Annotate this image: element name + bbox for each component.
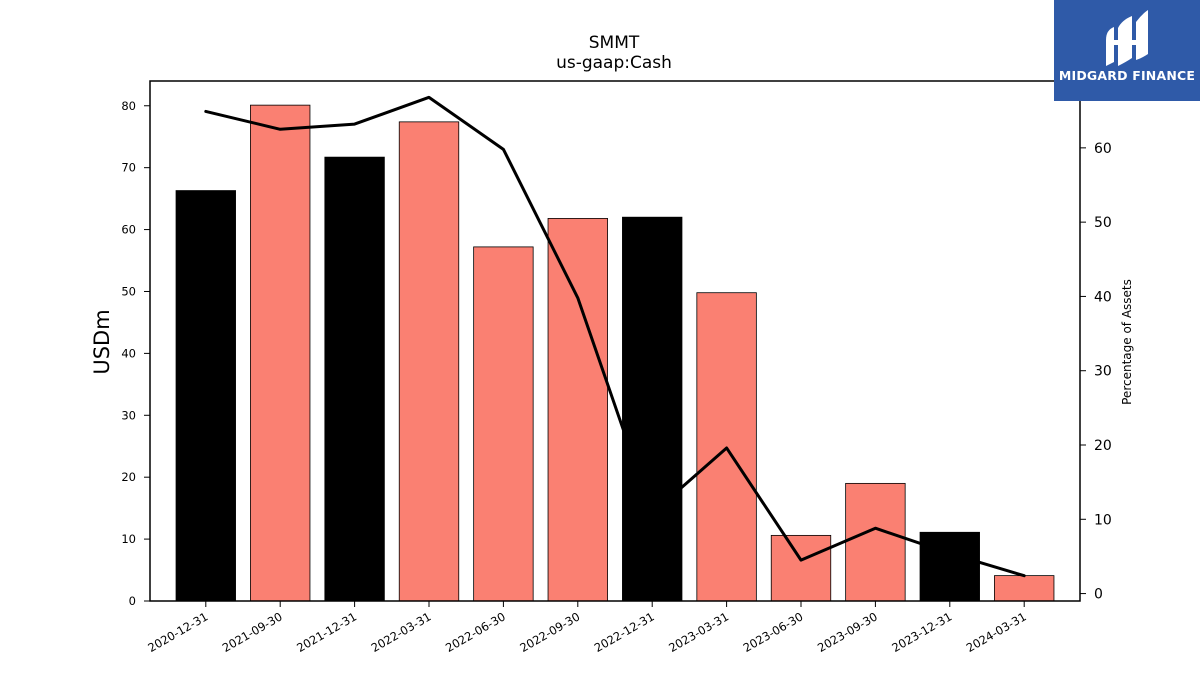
y-tick-label: 20 [121, 470, 136, 484]
x-tick-label: 2020-12-31 [145, 609, 210, 655]
y2-tick-label: 0 [1094, 587, 1103, 603]
y2-axis-label: Percentage of Assets [1120, 279, 1134, 405]
y-tick-label: 30 [121, 408, 136, 422]
x-tick-label: 2024-03-31 [964, 609, 1029, 655]
x-tick-label: 2022-09-30 [517, 609, 582, 655]
bar-2023-06-30 [770, 534, 832, 602]
y2-tick-label: 60 [1094, 141, 1112, 157]
x-tick-label: 2023-09-30 [815, 609, 880, 655]
y2-tick-label: 40 [1094, 289, 1112, 305]
y2-tick-label: 10 [1094, 512, 1112, 528]
percentage-line [204, 95, 1026, 578]
y-tick-label: 40 [121, 346, 136, 360]
y-tick-label: 50 [121, 284, 136, 298]
x-tick-label: 2022-06-30 [443, 609, 508, 655]
y-tick-label: 60 [121, 223, 136, 237]
x-tick-label: 2023-03-31 [666, 609, 731, 655]
x-tick-label: 2021-09-30 [220, 609, 285, 655]
chart-title: SMMT [589, 33, 640, 53]
y-axis-label: USDm [90, 309, 114, 374]
y-tick-label: 10 [121, 532, 136, 546]
y2-tick-label: 30 [1094, 364, 1112, 380]
chart-subtitle: us-gaap:Cash [556, 53, 672, 73]
logo-mark-icon [1106, 10, 1148, 66]
bar-2022-03-31 [398, 121, 460, 602]
x-tick-label: 2021-12-31 [294, 609, 359, 655]
y-tick-label: 0 [129, 594, 136, 608]
bar-2024-03-31 [994, 575, 1055, 602]
line-layer [204, 95, 1026, 578]
logo-brand-text: MIDGARD FINANCE [1058, 68, 1196, 83]
bar-2022-12-31 [622, 216, 683, 602]
bar-2022-09-30 [547, 218, 608, 602]
logo: MIDGARD FINANCE [1054, 0, 1200, 101]
y-tick-label: 80 [121, 99, 136, 113]
bar-2023-12-31 [919, 531, 980, 602]
plot-frame [149, 80, 1081, 602]
bar-2021-09-30 [250, 104, 311, 602]
x-tick-label: 2023-12-31 [889, 609, 954, 655]
y-tick-label: 70 [121, 161, 136, 175]
x-tick-label: 2023-06-30 [741, 609, 806, 655]
bar-2023-09-30 [845, 482, 906, 602]
x-tick-label: 2022-03-31 [369, 609, 434, 655]
bar-2020-12-31 [175, 190, 236, 602]
bar-2021-12-31 [324, 156, 385, 602]
y2-tick-label: 50 [1094, 215, 1112, 231]
bars-layer [175, 104, 1055, 602]
x-tick-label: 2022-12-31 [592, 609, 657, 655]
y2-tick-label: 20 [1094, 438, 1112, 454]
bar-2022-06-30 [473, 246, 534, 602]
